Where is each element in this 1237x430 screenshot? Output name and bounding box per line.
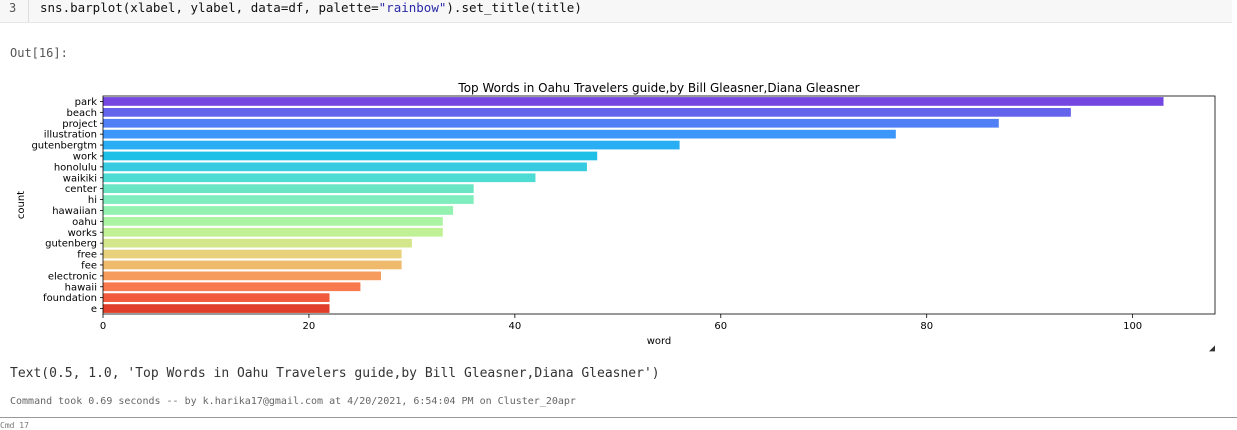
y-tick-label: gutenberg (45, 239, 97, 250)
y-tick-label: hi (88, 195, 97, 206)
axes-frame (102, 95, 1216, 315)
x-axis-label: word (647, 336, 672, 347)
output-label: Out[16]: (10, 46, 68, 60)
bar-chart: Top Words in Oahu Travelers guide,by Bil… (16, 81, 1216, 347)
y-tick-label: beach (67, 108, 97, 119)
y-tick-label: illustration (44, 130, 97, 141)
x-tick-label: 40 (508, 321, 521, 332)
y-tick-label: gutenbergtm (31, 141, 97, 152)
bar-free (103, 249, 402, 259)
y-tick-label: work (73, 151, 97, 162)
y-tick-label: hawaii (65, 282, 97, 293)
y-axis-label: count (16, 191, 27, 219)
y-tick-label: honolulu (54, 162, 97, 173)
x-tick-label: 20 (303, 321, 316, 332)
code-prefix: sns.barplot(xlabel, ylabel, data=df, pal… (40, 0, 379, 15)
bar-honolulu (103, 162, 587, 172)
resize-handle-icon[interactable]: ◢ (1209, 343, 1216, 354)
command-info: Command took 0.69 seconds -- by k.harika… (10, 396, 576, 407)
code-string: "rainbow" (378, 0, 447, 15)
bar-park (103, 97, 1164, 106)
y-tick-label: hawaiian (52, 206, 97, 217)
bar-hawaiian (103, 206, 454, 215)
code-suffix: ).set_title(title) (446, 0, 582, 15)
y-tick-label: fee (81, 260, 97, 271)
bar-gutenbergtm (103, 140, 680, 150)
bar-illustration (103, 129, 896, 139)
bar-work (103, 151, 598, 161)
bar-fee (103, 260, 402, 270)
y-tick-label: e (91, 304, 97, 315)
bar-works (103, 227, 443, 237)
y-tick-label: electronic (48, 271, 97, 282)
bar-beach (103, 107, 1071, 117)
chart-title: Top Words in Oahu Travelers guide,by Bil… (457, 81, 859, 95)
cell-divider (0, 417, 1237, 418)
bar-project (103, 118, 999, 128)
y-tick-label: works (68, 228, 97, 239)
bar-hawaii (103, 282, 361, 292)
gutter-divider (28, 0, 29, 22)
bar-electronic (103, 271, 381, 281)
y-tick-label: oahu (72, 217, 97, 228)
bar-center (103, 184, 474, 194)
bar-gutenberg (103, 238, 412, 248)
x-tick-label: 100 (1123, 321, 1142, 332)
bar-hi (103, 195, 474, 204)
bar-oahu (103, 216, 443, 226)
text-output: Text(0.5, 1.0, 'Top Words in Oahu Travel… (10, 366, 660, 381)
x-tick-label: 60 (714, 321, 727, 332)
x-tick-label: 80 (920, 321, 933, 332)
code-cell[interactable]: 3 sns.barplot(xlabel, ylabel, data=df, p… (0, 0, 1232, 23)
y-tick-label: foundation (43, 293, 97, 304)
x-tick-label: 0 (100, 321, 106, 332)
bar-foundation (103, 293, 330, 303)
bar-e (103, 304, 330, 313)
y-tick-label: project (62, 119, 97, 130)
y-tick-label: park (75, 97, 98, 108)
y-tick-label: free (77, 250, 97, 261)
bar-waikiki (103, 173, 536, 183)
line-number: 3 (9, 1, 17, 15)
y-tick-label: waikiki (63, 173, 97, 184)
code-line[interactable]: sns.barplot(xlabel, ylabel, data=df, pal… (40, 0, 582, 16)
y-tick-label: center (65, 184, 98, 195)
